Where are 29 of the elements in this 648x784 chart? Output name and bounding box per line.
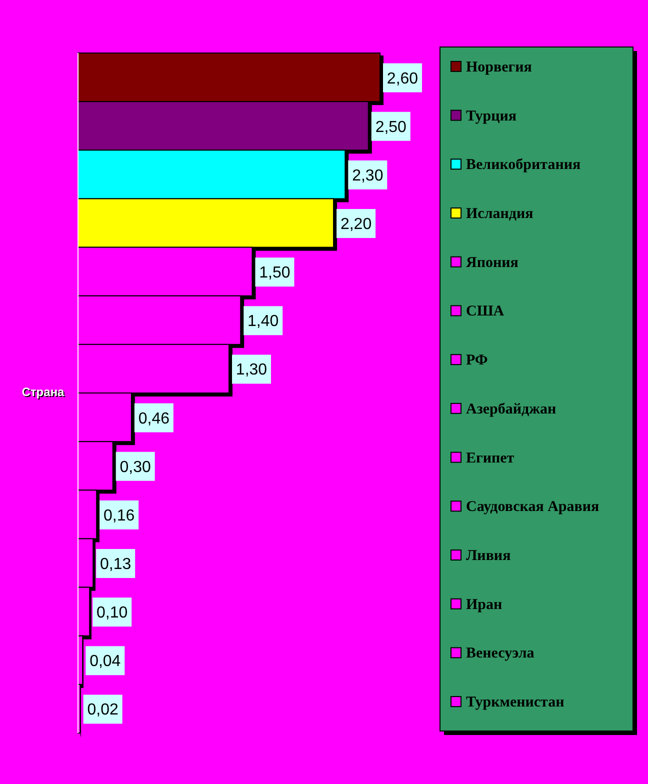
legend-label: Япония	[466, 254, 518, 271]
data-label: 2,60	[386, 70, 418, 88]
legend-label: Азербайджан	[466, 401, 556, 418]
legend-label: Туркменистан	[466, 694, 565, 711]
data-label: 0,46	[138, 410, 170, 428]
legend-label: Исландия	[466, 206, 534, 222]
data-label: 1,40	[248, 313, 279, 330]
legend-label: Египет	[466, 450, 515, 466]
legend-label: Норвегия	[466, 59, 532, 76]
data-label: 0,04	[90, 653, 121, 670]
data-label: 0,10	[96, 604, 128, 622]
data-label: 0,02	[87, 702, 118, 719]
data-label: 2,50	[375, 118, 407, 136]
data-label: 1,30	[236, 362, 268, 379]
legend-label: Великобритания	[466, 157, 581, 174]
data-label: 2,20	[340, 216, 372, 233]
legend-label: Венесуэла	[466, 646, 535, 662]
legend-label: Саудовская Аравия	[466, 499, 600, 516]
legend-label: Иран	[466, 596, 503, 613]
legend-label: Турция	[466, 108, 517, 124]
data-label: 1,50	[259, 264, 290, 282]
y-axis-title: Страна	[22, 385, 65, 399]
legend-label: Ливия	[466, 548, 511, 564]
data-label: 2,30	[352, 167, 384, 184]
legend-label: США	[466, 304, 504, 320]
data-label: 0,13	[100, 556, 132, 573]
legend-label: РФ	[466, 352, 488, 369]
data-label: 0,16	[104, 507, 135, 524]
data-label: 0,30	[120, 458, 152, 476]
